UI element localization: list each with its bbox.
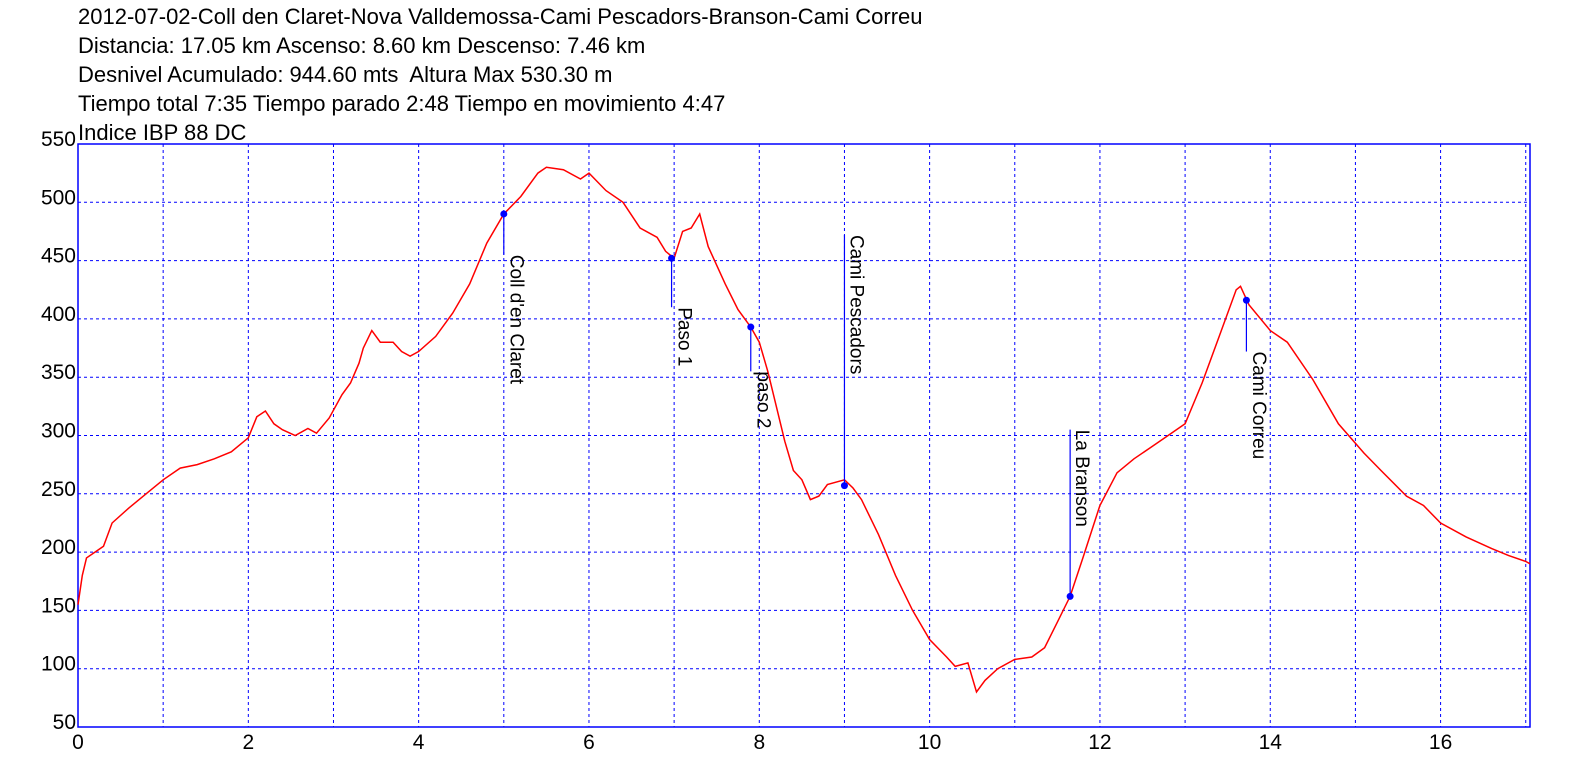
waypoint-marker bbox=[1066, 592, 1074, 600]
x-tick-label: 10 bbox=[918, 731, 941, 754]
y-tick-label: 150 bbox=[41, 594, 76, 617]
y-tick-label: 200 bbox=[41, 536, 76, 559]
waypoint-marker bbox=[840, 482, 848, 490]
waypoints: Coll d'en Claret Paso 1 paso 2 Cami Pescado… bbox=[500, 210, 1269, 600]
elevation-line bbox=[77, 166, 1531, 694]
y-tick-label: 400 bbox=[41, 303, 76, 326]
elevation-summary: Desnivel Acumulado: 944.60 mts Altura Ma… bbox=[78, 62, 613, 87]
waypoint: Cami Correu bbox=[1242, 296, 1269, 460]
chart-title: 2012-07-02-Coll den Claret-Nova Valldemo… bbox=[78, 4, 923, 29]
x-tick-label: 4 bbox=[413, 731, 425, 754]
waypoint-marker bbox=[668, 254, 676, 262]
plot-frame bbox=[77, 143, 1531, 728]
waypoint: La Branson bbox=[1066, 429, 1092, 600]
waypoint-label: La Branson bbox=[1071, 430, 1092, 527]
y-tick-label: 250 bbox=[41, 478, 76, 501]
distance-summary: Distancia: 17.05 km Ascenso: 8.60 km Des… bbox=[78, 33, 646, 58]
tick-labels: 0 2 4 6 8 10 12 14 16 50 100 150 200 250 300 350 400 450 5… bbox=[41, 128, 1452, 754]
x-tick-label: 14 bbox=[1259, 731, 1283, 754]
waypoint-marker bbox=[1242, 296, 1250, 304]
ibp-index: Indice IBP 88 DC bbox=[78, 120, 247, 145]
waypoint-label: Cami Correu bbox=[1248, 352, 1269, 460]
chart-title-block: 2012-07-02-Coll den Claret-Nova Valldemo… bbox=[78, 2, 923, 147]
x-tick-label: 16 bbox=[1429, 731, 1452, 754]
y-tick-label: 50 bbox=[53, 711, 76, 734]
waypoint: paso 2 bbox=[747, 323, 774, 428]
x-tick-label: 6 bbox=[583, 731, 595, 754]
x-tick-label: 2 bbox=[242, 731, 254, 754]
waypoint: Cami Pescadors bbox=[840, 234, 866, 490]
time-summary: Tiempo total 7:35 Tiempo parado 2:48 Tie… bbox=[78, 91, 726, 116]
waypoint-label: Cami Pescadors bbox=[845, 235, 866, 374]
y-tick-label: 100 bbox=[41, 653, 76, 676]
waypoint-label: Coll d'en Claret bbox=[506, 255, 527, 385]
waypoint: Coll d'en Claret bbox=[500, 210, 527, 385]
waypoint-label: paso 2 bbox=[753, 371, 774, 428]
y-tick-label: 450 bbox=[41, 245, 76, 268]
waypoint-marker bbox=[500, 210, 508, 218]
x-tick-label: 12 bbox=[1088, 731, 1111, 754]
waypoint-label: Paso 1 bbox=[673, 307, 694, 366]
y-tick-label: 300 bbox=[41, 420, 76, 443]
waypoint-marker bbox=[747, 323, 755, 331]
x-tick-label: 0 bbox=[72, 731, 84, 754]
y-tick-label: 350 bbox=[41, 361, 76, 384]
y-tick-label: 500 bbox=[41, 186, 76, 209]
waypoint: Paso 1 bbox=[668, 254, 694, 366]
x-tick-label: 8 bbox=[753, 731, 765, 754]
y-tick-label: 550 bbox=[41, 128, 76, 151]
